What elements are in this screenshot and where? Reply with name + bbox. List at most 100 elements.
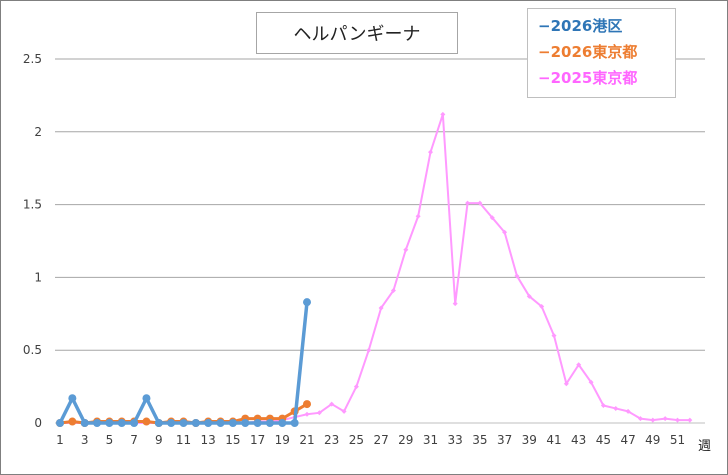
data-point	[241, 419, 250, 427]
data-point	[428, 149, 433, 155]
x-tick-label: 1	[56, 433, 64, 447]
data-point	[142, 417, 151, 426]
x-tick-label: 39	[522, 433, 537, 447]
x-tick-label: 49	[645, 433, 660, 447]
x-tick-label: 11	[176, 433, 191, 447]
data-point	[216, 419, 225, 427]
legend-label: 2026東京都	[550, 43, 638, 61]
data-point	[93, 419, 102, 427]
data-point	[662, 416, 668, 422]
legend: −2026港区 −2026東京都 −2025東京都	[527, 8, 676, 98]
data-point	[403, 247, 409, 253]
data-point	[167, 419, 176, 427]
data-point	[117, 419, 126, 427]
data-point	[675, 417, 680, 423]
data-point	[303, 400, 311, 409]
data-point	[80, 419, 89, 427]
x-tick-label: 23	[324, 433, 339, 447]
data-point	[465, 200, 471, 206]
x-tick-label: 43	[571, 433, 586, 447]
x-tick-label: 31	[423, 433, 438, 447]
data-point	[489, 215, 495, 221]
data-point	[154, 419, 163, 427]
x-tick-label: 41	[546, 433, 561, 447]
data-point	[253, 419, 262, 427]
x-tick-label: 47	[620, 433, 635, 447]
x-tick-label: 27	[373, 433, 388, 447]
data-point	[588, 379, 594, 385]
data-point	[142, 394, 151, 403]
data-point	[278, 419, 287, 427]
x-tick-label: 15	[225, 433, 240, 447]
legend-label: 2026港区	[550, 17, 623, 35]
data-point	[366, 347, 372, 353]
legend-item-2025-tokyo: −2025東京都	[538, 69, 638, 87]
data-point	[563, 381, 569, 387]
data-point	[477, 200, 483, 206]
x-tick-label: 25	[349, 433, 364, 447]
x-tick-label: 51	[670, 433, 685, 447]
legend-item-2026-tokyo: −2026東京都	[538, 43, 638, 61]
x-axis-label: 週	[698, 439, 712, 454]
y-tick-label: 0	[34, 416, 42, 430]
x-tick-label: 45	[596, 433, 611, 447]
data-point	[68, 394, 77, 403]
data-point	[378, 305, 384, 311]
series-0	[56, 298, 311, 427]
x-tick-label: 7	[130, 433, 138, 447]
y-axis-ticks: 0 0.5 1 1.5 2 2.5	[23, 52, 42, 430]
x-tick-label: 5	[106, 433, 114, 447]
y-tick-label: 0.5	[23, 343, 42, 357]
data-point	[341, 408, 347, 414]
data-point	[687, 417, 693, 423]
data-point	[539, 304, 545, 310]
legend-item-2026-minato: −2026港区	[538, 17, 623, 35]
x-tick-label: 19	[275, 433, 290, 447]
data-point	[551, 333, 557, 339]
x-tick-label: 21	[299, 433, 314, 447]
data-point	[526, 293, 532, 299]
legend-label: 2025東京都	[550, 69, 638, 87]
data-point	[316, 410, 322, 416]
data-point	[502, 229, 508, 235]
x-tick-label: 13	[201, 433, 216, 447]
data-point	[68, 417, 77, 426]
x-tick-label: 9	[155, 433, 163, 447]
data-point	[329, 401, 335, 407]
data-point	[415, 213, 421, 219]
chart-title: ヘルパンギーナ	[256, 12, 458, 54]
data-point	[204, 419, 213, 427]
series-layer	[56, 111, 693, 427]
data-point	[303, 298, 311, 307]
data-point	[105, 419, 114, 427]
data-point	[304, 411, 310, 417]
data-point	[130, 419, 139, 427]
data-point	[56, 419, 64, 427]
y-tick-label: 2	[34, 125, 42, 139]
x-tick-label: 29	[398, 433, 413, 447]
data-point	[353, 384, 359, 390]
data-point	[650, 417, 656, 423]
data-point	[613, 405, 619, 411]
x-tick-label: 33	[448, 433, 463, 447]
data-point	[576, 362, 582, 368]
data-point	[452, 301, 458, 307]
data-point	[290, 419, 299, 427]
data-point	[514, 273, 520, 279]
x-tick-label: 3	[81, 433, 89, 447]
data-point	[179, 419, 188, 427]
data-point	[191, 419, 200, 427]
data-point	[600, 403, 606, 409]
data-point	[390, 288, 396, 294]
x-tick-label: 17	[250, 433, 265, 447]
x-tick-label: 35	[472, 433, 487, 447]
data-point	[265, 419, 274, 427]
x-axis-ticks: 1 3 5 7 9 11 13 15 17 19 21 23 25 27 29 31 33 35 37 39 41 43 4…	[56, 433, 685, 447]
x-tick-label: 37	[497, 433, 512, 447]
y-tick-label: 1.5	[23, 198, 42, 212]
data-point	[228, 419, 237, 427]
data-point	[637, 416, 643, 422]
data-point	[440, 111, 446, 117]
y-tick-label: 2.5	[23, 52, 42, 66]
